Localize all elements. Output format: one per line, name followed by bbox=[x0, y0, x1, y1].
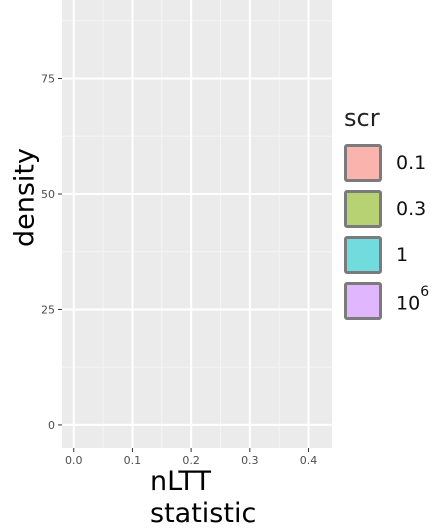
y-axis: 0 25 50 75 bbox=[41, 73, 62, 432]
legend-key bbox=[344, 190, 382, 228]
x-tick-label: 0.0 bbox=[65, 454, 83, 467]
grid-minor bbox=[62, 0, 332, 448]
legend-item: 1 bbox=[344, 236, 431, 282]
x-tick-label: 0.2 bbox=[182, 454, 200, 467]
legend-item: 0.1 bbox=[344, 144, 431, 190]
legend-key bbox=[344, 144, 382, 182]
legend-label: 1 bbox=[396, 244, 409, 266]
y-tick-label: 25 bbox=[41, 303, 55, 316]
legend-key bbox=[344, 282, 382, 320]
legend-label-exponent: 6 bbox=[420, 284, 430, 300]
legend-label: 106 bbox=[396, 284, 429, 315]
legend-title: scr bbox=[344, 104, 380, 132]
legend-key bbox=[344, 236, 382, 274]
y-axis-title: density bbox=[9, 148, 41, 247]
plot-panel bbox=[62, 0, 332, 448]
legend-label: 0.3 bbox=[396, 198, 427, 220]
x-tick-label: 0.4 bbox=[300, 454, 318, 467]
legend-item: 106 bbox=[344, 282, 431, 328]
grid-major bbox=[62, 0, 332, 448]
x-tick-label: 0.1 bbox=[124, 454, 142, 467]
legend-label-base: 10 bbox=[396, 292, 421, 315]
y-tick-label: 50 bbox=[41, 188, 55, 201]
y-tick-label: 75 bbox=[41, 73, 55, 86]
legend-label: 0.1 bbox=[396, 152, 427, 174]
y-tick-label: 0 bbox=[48, 419, 55, 432]
x-axis: 0.0 0.1 0.2 0.3 0.4 bbox=[65, 448, 317, 467]
x-tick-label: 0.3 bbox=[241, 454, 259, 467]
legend-item: 0.3 bbox=[344, 190, 431, 236]
x-axis-title: nLTT statistic bbox=[150, 466, 257, 529]
